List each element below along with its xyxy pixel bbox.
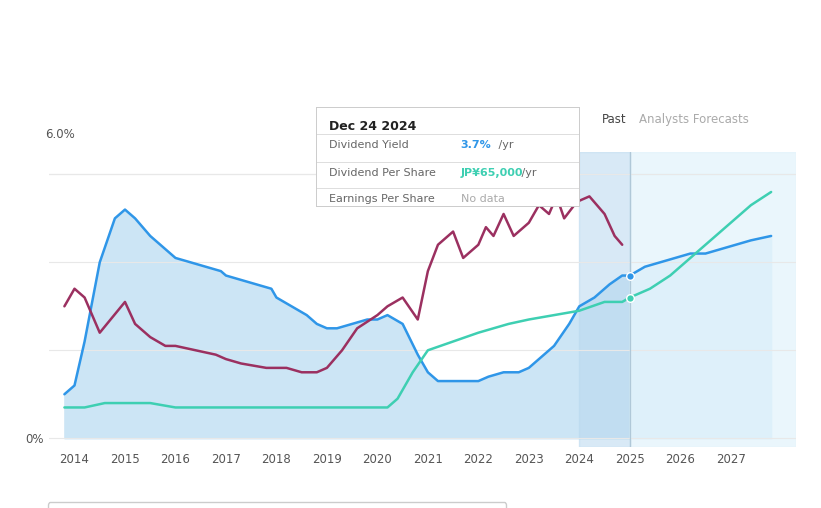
Bar (580, 152, 630, 447)
Legend: Dividend Yield, Dividend Per Share, Earnings Per Share: Dividend Yield, Dividend Per Share, Earn… (48, 502, 506, 508)
Text: Past: Past (602, 113, 626, 126)
Text: /yr: /yr (518, 168, 537, 178)
Text: Dividend Per Share: Dividend Per Share (329, 168, 436, 178)
Text: Earnings Per Share: Earnings Per Share (329, 194, 435, 204)
Text: No data: No data (461, 194, 504, 204)
Bar (630, 152, 796, 447)
Text: Dividend Yield: Dividend Yield (329, 140, 409, 150)
Text: JP¥65,000: JP¥65,000 (461, 168, 523, 178)
Text: Dec 24 2024: Dec 24 2024 (329, 119, 416, 133)
Text: /yr: /yr (495, 140, 513, 150)
Text: 6.0%: 6.0% (45, 128, 76, 141)
Text: 3.7%: 3.7% (461, 140, 491, 150)
Text: Analysts Forecasts: Analysts Forecasts (639, 113, 749, 126)
